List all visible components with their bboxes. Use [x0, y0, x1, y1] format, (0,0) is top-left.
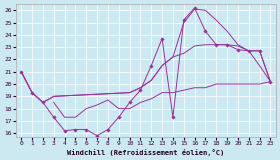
X-axis label: Windchill (Refroidissement éolien,°C): Windchill (Refroidissement éolien,°C)	[67, 149, 225, 156]
